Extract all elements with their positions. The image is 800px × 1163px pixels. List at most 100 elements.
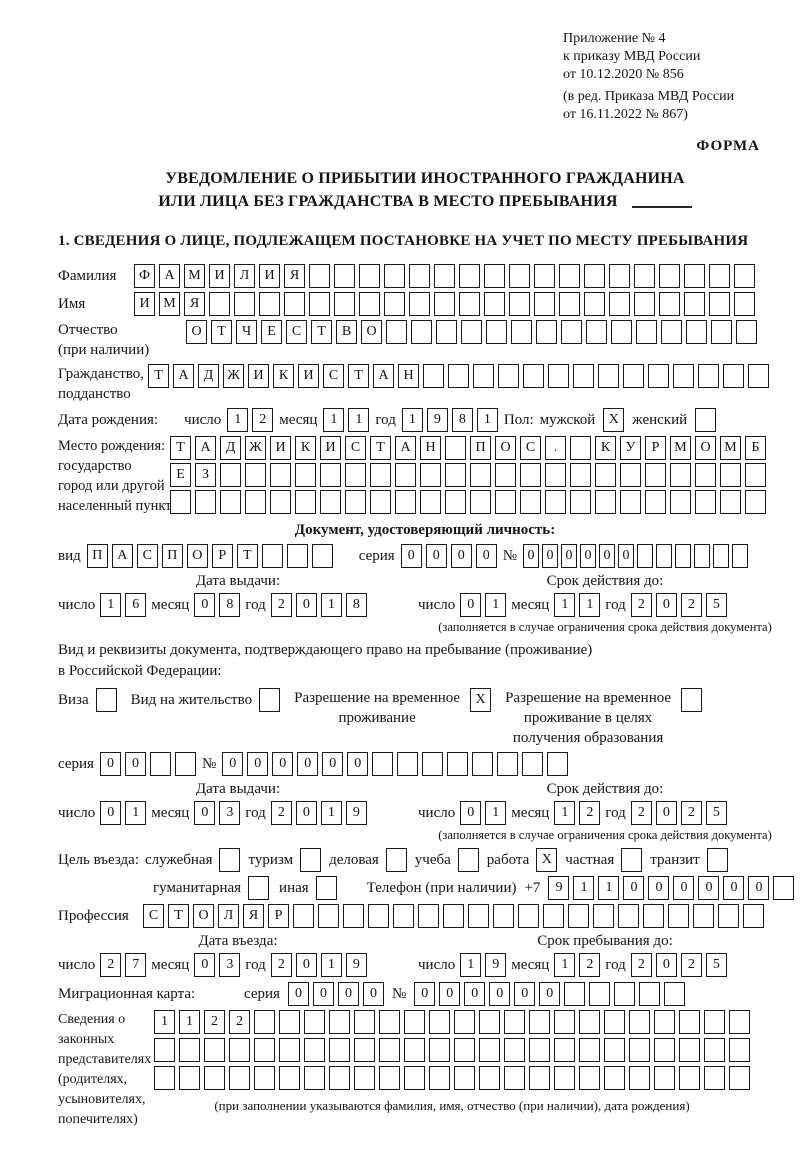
- form-cell: [684, 264, 705, 288]
- form-cell: [745, 490, 766, 514]
- form-cell: [443, 904, 464, 928]
- purpose-option-tourism: туризм: [248, 848, 323, 872]
- appendix-block: Приложение № 4 к приказу МВД России от 1…: [563, 30, 792, 124]
- form-cell: О: [186, 544, 208, 568]
- form-cell: П: [161, 544, 183, 568]
- form-cell: [329, 1010, 350, 1034]
- form-cell: .: [545, 436, 566, 460]
- form-cell: 0: [322, 752, 344, 776]
- purpose-private-checkbox: [621, 848, 643, 872]
- form-cell: 0: [439, 982, 461, 1006]
- residence-validity-heading: Срок действия до:: [546, 781, 664, 797]
- form-cell: Н: [398, 364, 419, 388]
- residence-validity-year-label: год: [605, 805, 626, 821]
- form-cell: 0: [655, 801, 677, 825]
- form-cell: 5: [705, 593, 727, 617]
- form-cell: [670, 463, 691, 487]
- form-cell: [220, 490, 241, 514]
- form-cell: [479, 1038, 500, 1062]
- form-cell: [429, 1010, 450, 1034]
- form-cell: П: [86, 544, 108, 568]
- form-cell: [472, 752, 494, 776]
- form-cell: [554, 1010, 575, 1034]
- representatives-cells-row3: [154, 1066, 750, 1090]
- form-cell: [584, 264, 605, 288]
- birth-place-label-line3: город или другой: [58, 478, 165, 494]
- form-cell: 1: [554, 953, 576, 977]
- temp-permit-option: Разрешение на временное проживание X: [294, 688, 493, 728]
- form-cell: [354, 1010, 375, 1034]
- form-cell: [504, 1038, 525, 1062]
- form-cell: [534, 292, 555, 316]
- form-cell: [261, 544, 283, 568]
- form-cell: [548, 364, 569, 388]
- form-cell: [611, 320, 632, 344]
- citizenship-label: Гражданство, подданство: [58, 364, 148, 404]
- form-cell: [320, 490, 341, 514]
- form-cell: Д: [198, 364, 219, 388]
- form-cell: 2: [252, 408, 274, 432]
- form-cell: [295, 490, 316, 514]
- birth-place-cells-row3: [170, 490, 766, 514]
- form-cell: А: [373, 364, 394, 388]
- form-cell: 1: [348, 408, 370, 432]
- form-cell: [279, 1010, 300, 1034]
- temp-permit-label-line1: Разрешение на временное: [294, 690, 461, 706]
- form-cell: [618, 904, 639, 928]
- form-cell: [698, 364, 719, 388]
- doc-series-label: серия: [358, 548, 395, 564]
- form-cell: [745, 463, 766, 487]
- form-cell: [154, 1038, 175, 1062]
- form-cell: [170, 490, 191, 514]
- form-cell: [209, 292, 230, 316]
- residence-intro-line2: в Российской Федерации:: [58, 663, 222, 679]
- form-cell: Л: [218, 904, 239, 928]
- form-cell: [609, 292, 630, 316]
- form-cell: М: [670, 436, 691, 460]
- form-cell: [454, 1010, 475, 1034]
- form-cell: [579, 1066, 600, 1090]
- form-cell: [709, 292, 730, 316]
- form-cell: Т: [236, 544, 258, 568]
- citizenship-label-line2: подданство: [58, 386, 131, 402]
- residence-intro-line1: Вид и реквизиты документа, подтверждающе…: [58, 642, 593, 658]
- form-cell: 1: [320, 593, 342, 617]
- form-cell: [420, 490, 441, 514]
- form-cell: [495, 463, 516, 487]
- form-cell: 0: [580, 544, 596, 568]
- form-cell: [586, 320, 607, 344]
- stay-month-label: месяц: [511, 957, 550, 973]
- representatives-label-line5: усыновителях,: [58, 1092, 146, 1107]
- form-cell: 0: [698, 876, 720, 900]
- form-cell: С: [136, 544, 158, 568]
- appendix-line-3: от 10.12.2020 № 856: [563, 67, 684, 82]
- birth-day-label: число: [184, 412, 222, 428]
- purpose-business-checkbox: [219, 848, 241, 872]
- identity-validity-day-label: число: [418, 597, 456, 613]
- form-cell: 0: [523, 544, 539, 568]
- form-cell: [395, 463, 416, 487]
- form-cell: [547, 752, 569, 776]
- form-cell: [545, 490, 566, 514]
- form-cell: [304, 1038, 325, 1062]
- form-cell: [286, 544, 308, 568]
- form-cell: П: [470, 436, 491, 460]
- phone-label: Телефон (при наличии): [366, 880, 517, 896]
- form-cell: 2: [270, 801, 292, 825]
- residence-validity-month-label: месяц: [511, 805, 550, 821]
- form-cell: [293, 904, 314, 928]
- form-cell: [729, 1038, 750, 1062]
- form-cell: [570, 463, 591, 487]
- birth-place-label-line4: населенный пункт: [58, 498, 172, 514]
- form-cell: 0: [272, 752, 294, 776]
- purpose-option-other: иная: [279, 876, 339, 900]
